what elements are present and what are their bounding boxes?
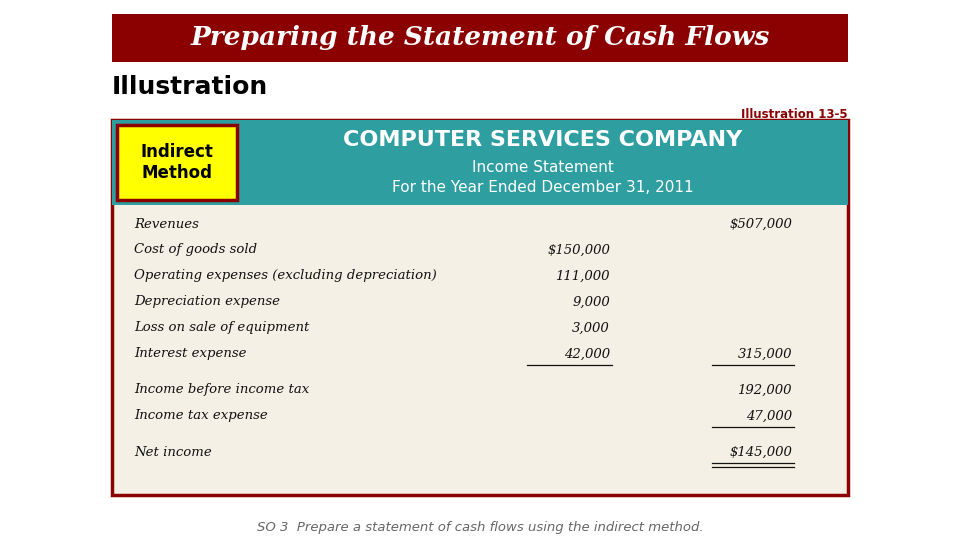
Text: 315,000: 315,000 [737, 348, 792, 361]
Text: For the Year Ended December 31, 2011: For the Year Ended December 31, 2011 [392, 179, 693, 194]
Text: Interest expense: Interest expense [134, 348, 247, 361]
Text: 111,000: 111,000 [556, 269, 610, 282]
Text: Revenues: Revenues [134, 218, 199, 231]
Text: Cost of goods sold: Cost of goods sold [134, 244, 257, 256]
Text: Income before income tax: Income before income tax [134, 383, 309, 396]
Text: Illustration 13-5: Illustration 13-5 [741, 108, 848, 121]
Text: SO 3  Prepare a statement of cash flows using the indirect method.: SO 3 Prepare a statement of cash flows u… [256, 522, 704, 535]
Text: Illustration: Illustration [112, 75, 268, 99]
Text: 9,000: 9,000 [572, 295, 610, 308]
Text: Income Statement: Income Statement [471, 160, 613, 176]
Bar [117, 125, 237, 200]
Text: Income tax expense: Income tax expense [134, 409, 268, 422]
Text: 192,000: 192,000 [737, 383, 792, 396]
Text: $150,000: $150,000 [547, 244, 610, 256]
Bar [112, 120, 848, 205]
Text: Net income: Net income [134, 446, 212, 458]
Text: Loss on sale of equipment: Loss on sale of equipment [134, 321, 309, 334]
Text: 3,000: 3,000 [572, 321, 610, 334]
Text: Depreciation expense: Depreciation expense [134, 295, 280, 308]
Text: Operating expenses (excluding depreciation): Operating expenses (excluding depreciati… [134, 269, 437, 282]
Text: Indirect
Method: Indirect Method [140, 143, 213, 182]
Text: 47,000: 47,000 [746, 409, 792, 422]
Text: 42,000: 42,000 [564, 348, 610, 361]
Text: $507,000: $507,000 [730, 218, 792, 231]
Bar [112, 14, 848, 62]
Text: COMPUTER SERVICES COMPANY: COMPUTER SERVICES COMPANY [343, 130, 742, 150]
Text: $145,000: $145,000 [730, 446, 792, 458]
Text: Preparing the Statement of Cash Flows: Preparing the Statement of Cash Flows [190, 25, 770, 51]
Bar [112, 120, 848, 495]
